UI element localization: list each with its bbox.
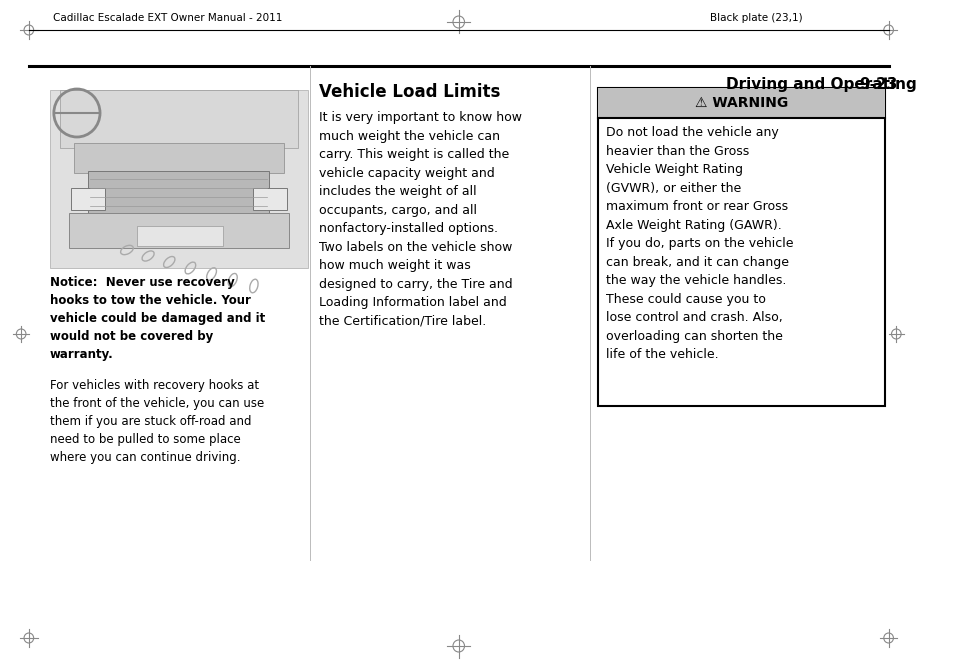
Text: For vehicles with recovery hooks at
the front of the vehicle, you can use
them i: For vehicles with recovery hooks at the … [50,379,264,464]
Bar [598,88,883,406]
Bar [136,226,223,246]
Text: Black plate (23,1): Black plate (23,1) [709,13,801,23]
Bar [60,90,298,148]
Text: Notice:  Never use recovery
hooks to tow the vehicle. Your
vehicle could be dama: Notice: Never use recovery hooks to tow … [50,276,265,361]
Bar [74,143,283,173]
Text: Cadillac Escalade EXT Owner Manual - 2011: Cadillac Escalade EXT Owner Manual - 201… [52,13,282,23]
Bar [71,188,105,210]
Text: ⚠ WARNING: ⚠ WARNING [694,96,787,110]
Text: Do not load the vehicle any
heavier than the Gross
Vehicle Weight Rating
(GVWR),: Do not load the vehicle any heavier than… [605,126,793,361]
Bar [70,213,288,248]
Bar [598,88,883,118]
Text: Driving and Operating: Driving and Operating [725,77,916,92]
Text: 9-23: 9-23 [858,77,896,92]
Text: It is very important to know how
much weight the vehicle can
carry. This weight : It is very important to know how much we… [319,111,521,327]
Text: Vehicle Load Limits: Vehicle Load Limits [319,83,500,101]
Bar [50,90,308,268]
Bar [89,171,269,213]
Bar [253,188,286,210]
